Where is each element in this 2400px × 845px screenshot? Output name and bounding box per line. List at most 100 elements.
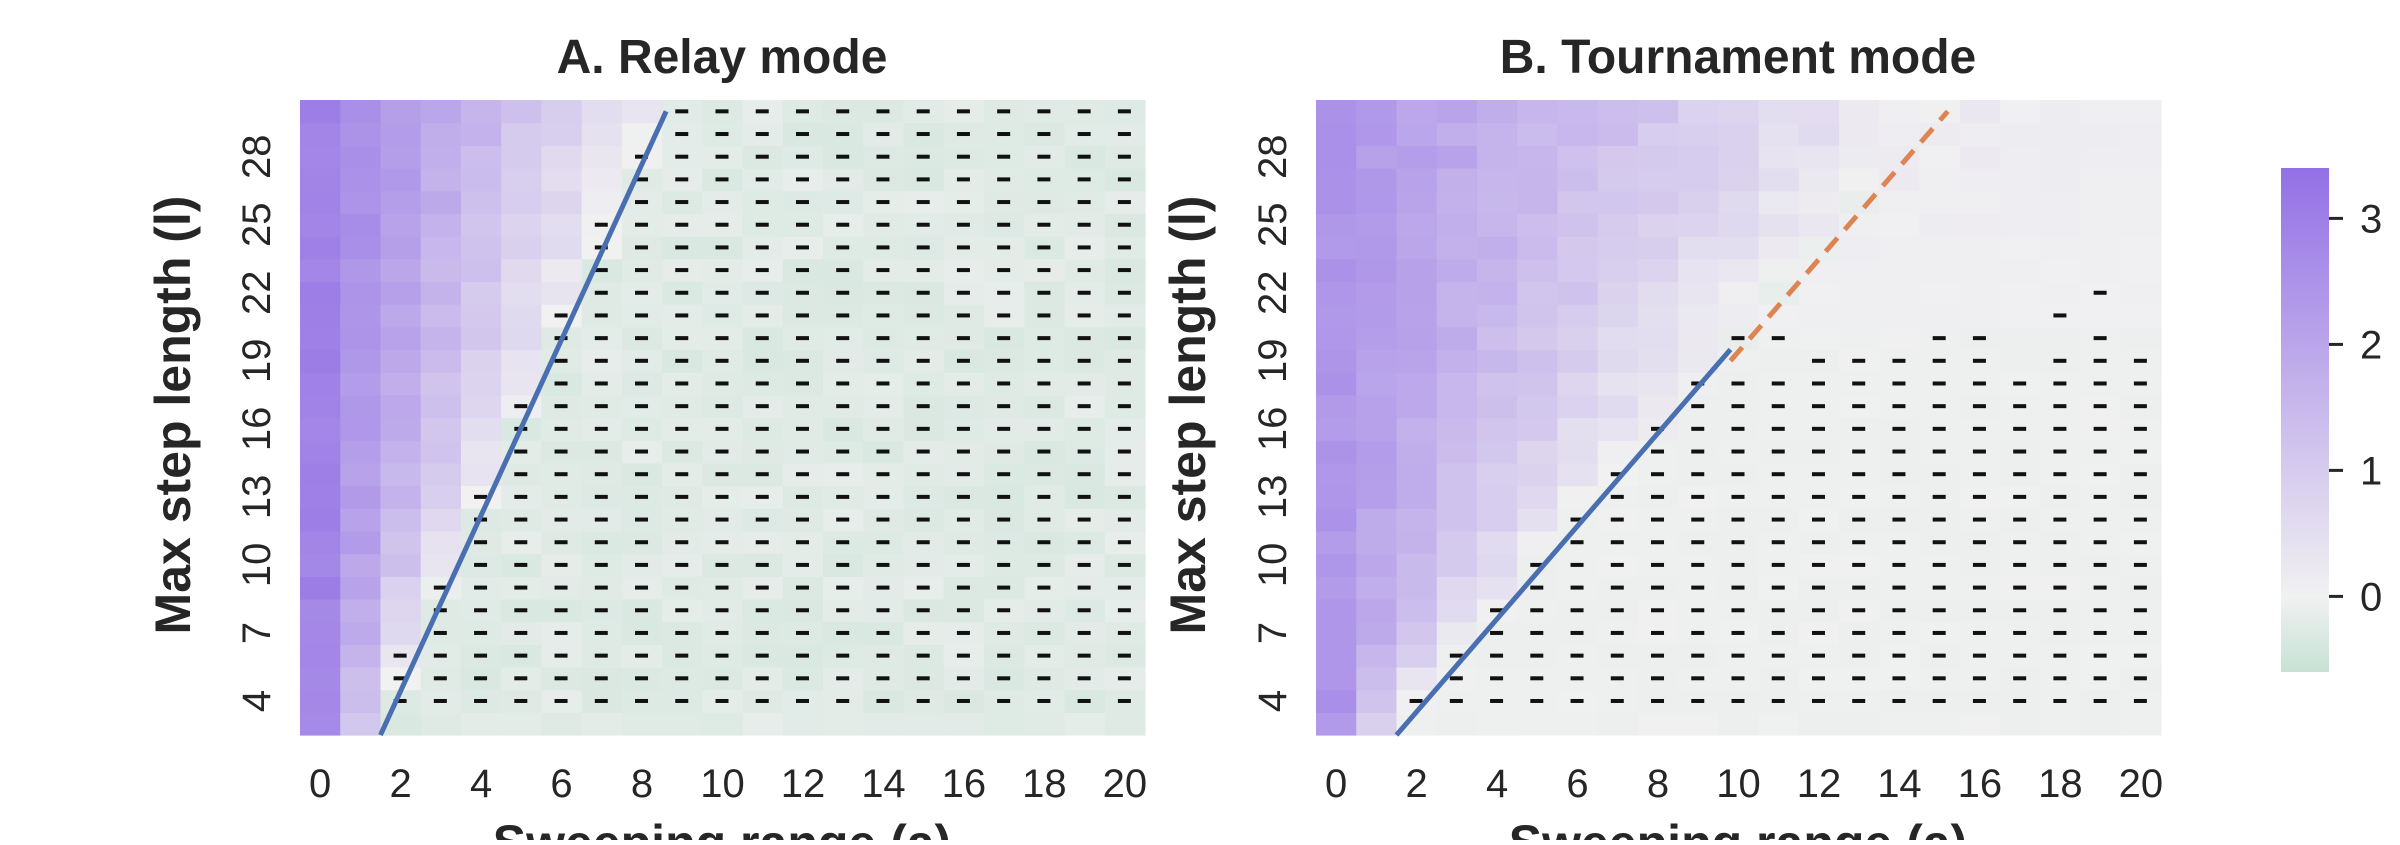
negative-marker [755,313,769,318]
heatmap-cell [460,258,502,283]
heatmap-cell [1316,689,1357,713]
negative-marker [1972,404,1986,409]
negative-marker [474,540,488,545]
negative-marker [755,200,769,205]
heatmap-cell [300,689,341,713]
negative-marker [836,517,850,522]
y-tick-label: 4 [235,690,279,712]
negative-marker [836,540,850,545]
negative-marker [635,540,649,545]
negative-marker [1077,608,1091,613]
heatmap-cell [340,213,382,237]
negative-marker [715,698,729,703]
negative-marker [836,290,850,295]
negative-marker [1811,381,1825,386]
negative-marker [795,177,809,182]
negative-marker [2053,449,2067,454]
heatmap-cell [300,576,341,600]
heatmap-cell [1959,281,2001,305]
heatmap-cell [1678,168,1719,192]
negative-marker [1771,562,1785,567]
heatmap-cell [340,462,382,487]
negative-marker [916,358,930,363]
heatmap-cell [1476,440,1518,464]
negative-marker [916,562,930,567]
negative-marker [1530,676,1544,681]
heatmap-cell [460,190,502,214]
negative-marker [916,381,930,386]
negative-marker [554,630,568,635]
heatmap-cell [300,666,341,691]
negative-marker [1037,404,1051,409]
negative-marker [1691,404,1705,409]
heatmap-cell [1959,145,2001,169]
negative-marker [1077,653,1091,658]
heatmap-cell [1718,304,1760,328]
heatmap-cell [621,100,663,124]
negative-marker [795,608,809,613]
negative-marker [1771,426,1785,431]
negative-marker [594,608,608,613]
heatmap-cell [2000,281,2041,305]
negative-marker [916,109,930,114]
negative-marker [1077,585,1091,590]
negative-marker [675,472,689,477]
negative-marker [1117,653,1131,658]
negative-marker [755,268,769,273]
negative-marker [836,585,850,590]
negative-marker [635,222,649,227]
heatmap-cell [2080,122,2122,146]
heatmap-cell [1718,100,1760,124]
heatmap-cells [300,100,1146,736]
heatmap-cell [1436,326,1478,351]
heatmap-cell [2120,168,2162,192]
x-tick-label: 10 [1716,762,1761,806]
negative-marker [916,268,930,273]
heatmap-cell [2120,258,2162,283]
negative-marker [594,698,608,703]
heatmap-cell [1597,326,1639,351]
heatmap-cell [1798,281,1840,305]
negative-marker [594,517,608,522]
negative-marker [1731,472,1745,477]
negative-marker [795,381,809,386]
heatmap-cell [300,553,341,577]
negative-marker [554,494,568,499]
heatmap-cell [1476,530,1518,555]
heatmap-cell [380,394,422,419]
negative-marker [1771,630,1785,635]
negative-marker [1117,426,1131,431]
negative-marker [956,540,970,545]
negative-marker [997,109,1011,114]
heatmap-cell [2040,326,2082,351]
negative-marker [594,449,608,454]
heatmap-cell [1557,190,1599,214]
negative-marker [594,404,608,409]
heatmap-cell [2120,100,2162,124]
negative-marker [1117,132,1131,137]
negative-marker [1811,358,1825,363]
heatmap-cell [340,644,382,668]
negative-marker [916,154,930,159]
negative-marker [1530,608,1544,613]
heatmap-cell [1517,349,1559,373]
heatmap-cell [1839,326,1880,351]
x-tick-label: 4 [470,762,492,806]
negative-marker [836,358,850,363]
negative-marker [1077,154,1091,159]
negative-marker [1037,313,1051,318]
negative-marker [2013,494,2027,499]
heatmap-cell [380,598,422,623]
heatmap-cell [340,304,382,328]
heatmap-cell [1476,394,1518,419]
heatmap-cell [1557,712,1599,736]
negative-marker [1932,608,1946,613]
boundary-lines [378,110,669,737]
negative-marker [1892,653,1906,658]
negative-marker [2013,585,2027,590]
heatmap-cell [1758,304,1800,328]
negative-marker [1892,426,1906,431]
negative-marker [1691,494,1705,499]
heatmap-cell [300,349,341,373]
